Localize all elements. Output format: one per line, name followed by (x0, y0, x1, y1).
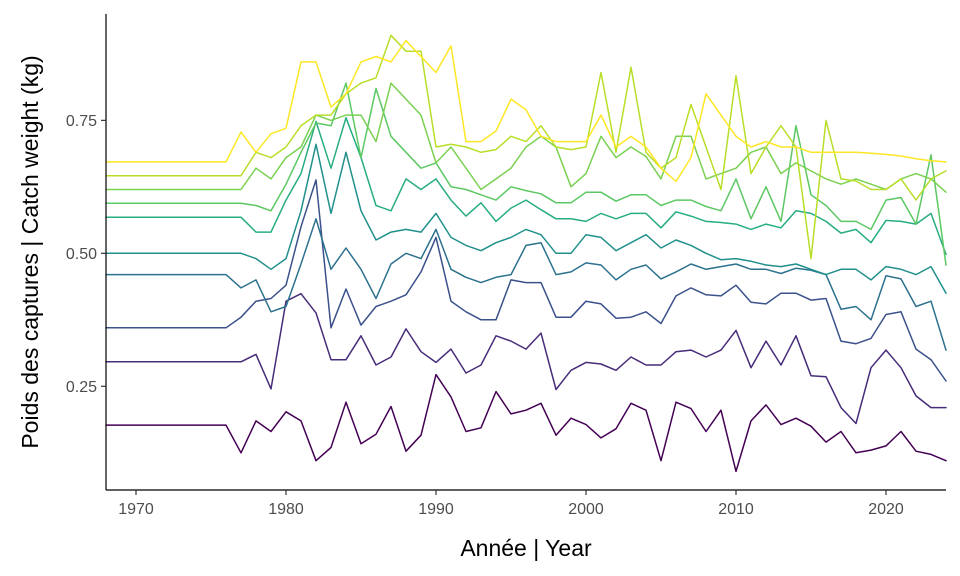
series-line-1 (105, 373, 947, 473)
x-tick-label: 1990 (418, 501, 454, 518)
y-axis-title: Poids des captures | Catch weight (kg) (17, 55, 43, 448)
series-line-2 (105, 292, 947, 425)
x-tick-label: 2020 (868, 501, 904, 518)
series-line-7 (105, 82, 947, 266)
x-tick-label: 1970 (118, 501, 154, 518)
x-axis-title: Année | Year (460, 535, 592, 561)
series-line-9 (105, 34, 947, 260)
series-line-4 (105, 218, 947, 351)
x-tick-label: 2000 (568, 501, 604, 518)
series-line-8 (105, 82, 947, 193)
y-tick-label: 0.25 (66, 379, 97, 396)
axis-ticks: 1970 1980 1990 2000 2010 2020 0.25 0.50 0.75 (66, 113, 904, 518)
series-line-3 (105, 179, 947, 382)
x-tick-label: 2010 (718, 501, 754, 518)
y-tick-label: 0.75 (66, 113, 97, 130)
x-tick-label: 1980 (268, 501, 304, 518)
series-line-6 (105, 116, 947, 256)
series-line-5 (105, 143, 947, 294)
series-line-10 (105, 39, 947, 183)
series-lines (105, 34, 947, 473)
y-tick-label: 0.50 (66, 246, 97, 263)
